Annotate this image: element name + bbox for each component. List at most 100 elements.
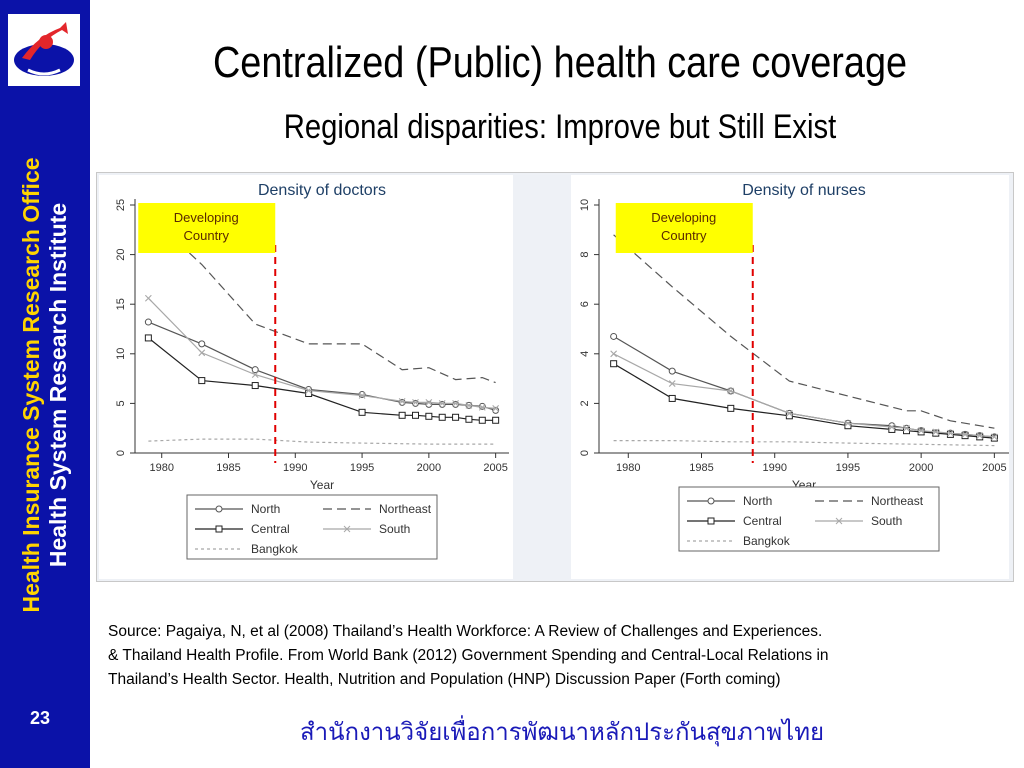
data-point-south [251,371,259,379]
data-point-central [932,429,940,437]
source-line-2: & Thailand Health Profile. From World Ba… [108,647,829,664]
x-tick-label: 1985 [216,462,240,474]
developing-country-box [615,203,753,253]
footer-thai-organization: สำนักงานวิจัยเพื่อการพัฒนาหลักประกันสุขภ… [300,719,825,746]
legend-label-central: Central [743,514,782,528]
data-point-central [946,430,954,438]
x-tick-label: 1990 [283,462,307,474]
legend-label-north: North [251,502,280,516]
x-tick-label: 1995 [350,462,374,474]
legend-marker [215,505,223,513]
data-point-south [478,403,486,411]
data-point-north [251,366,259,374]
y-tick-label: 10 [579,199,591,211]
legend-label-bangkok: Bangkok [743,534,791,548]
data-point-central [438,413,446,421]
data-point-central [198,377,206,385]
legend-marker [707,497,715,505]
developing-country-label: Country [183,228,229,243]
series-line-bangkok [613,440,995,447]
data-point-north [438,400,446,408]
chart-panel-1: Density of nurses 0 2 4 6 8 10 1980 1985 1990 1995… [571,175,1009,579]
data-point-south [668,380,676,387]
slide-title: Centralized (Public) health care coverag… [212,38,908,87]
data-point-south [358,392,366,399]
data-point-central [425,412,433,420]
y-tick-label: 0 [579,450,591,456]
y-tick-label: 6 [579,301,591,307]
chart-panel-0: Density of doctors 0 5 10 15 20 25 1980 1985 1990… [99,175,513,579]
data-point-north [668,367,676,375]
chart-title: Density of nurses [742,182,866,199]
y-tick-label: 25 [115,199,127,211]
y-tick-label: 15 [115,298,127,310]
series-line-northeast [613,234,995,429]
developing-country-box [138,203,276,253]
data-point-south [425,399,433,406]
data-point-south [961,431,969,438]
y-tick-label: 0 [115,450,127,456]
data-point-north [198,340,206,348]
legend-marker [215,525,223,533]
legend-label-northeast: Northeast [871,494,924,508]
data-point-north [398,398,406,406]
data-point-central [727,404,735,412]
y-tick-label: 4 [579,351,591,357]
x-tick-label: 1985 [689,462,713,474]
source-citation: Source: Pagaiya, N, et al (2008) Thailan… [108,620,1008,692]
developing-country-label: Developing [651,210,716,225]
data-point-central [668,394,676,402]
data-point-south [888,423,896,431]
x-tick-label: 1995 [836,462,860,474]
x-tick-label: 2000 [417,462,441,474]
x-tick-label: 1980 [616,462,640,474]
data-point-south [932,428,940,436]
legend-label-bangkok: Bangkok [251,542,299,556]
y-tick-label: 8 [579,252,591,258]
x-tick-label: 1980 [149,462,173,474]
x-axis-label: Year [310,478,334,492]
data-point-central [976,433,984,441]
data-point-south [412,399,419,406]
y-tick-label: 20 [115,248,127,260]
x-tick-label: 2000 [909,462,933,474]
source-line-1: Source: Pagaiya, N, et al (2008) Thailan… [108,623,823,640]
legend-marker [707,517,715,525]
y-tick-label: 5 [115,400,127,406]
legend-box [186,494,438,560]
data-point-central [492,416,500,424]
data-point-south [305,387,313,394]
data-point-central [917,428,925,436]
legend-marker [343,525,351,533]
logo-graphic [14,22,74,76]
data-point-central [398,411,406,419]
x-tick-label: 2005 [982,462,1006,474]
legend-label-northeast: Northeast [379,502,432,516]
developing-country-label: Developing [174,210,239,225]
data-point-south [785,409,793,417]
data-point-south [452,400,459,407]
organization-logo [8,14,80,86]
sidebar: Health Insurance System Research Office … [0,0,90,768]
y-tick-label: 10 [115,348,127,360]
data-point-central [305,389,313,397]
data-point-central [961,432,969,440]
data-point-central [452,413,460,421]
data-point-south [844,419,852,427]
sidebar-title-line2: Health System Research Institute [45,202,71,568]
chart-image-frame: Density of doctors 0 5 10 15 20 25 1980 1985 1990… [96,172,1014,582]
data-point-south [198,349,206,357]
charts-svg: Density of doctors 0 5 10 15 20 25 1980 1985 1990… [99,175,1009,579]
chart-title: Density of doctors [258,182,386,199]
legend-marker [835,517,843,525]
data-point-south [492,404,500,412]
data-point-north [610,332,618,340]
series-line-northeast [147,214,496,384]
x-tick-label: 2005 [483,462,507,474]
data-point-north [358,390,366,398]
page-number: 23 [30,708,51,728]
data-point-north [452,400,460,408]
data-point-central [412,411,419,419]
legend-label-south: South [871,514,902,528]
data-point-north [478,402,486,410]
